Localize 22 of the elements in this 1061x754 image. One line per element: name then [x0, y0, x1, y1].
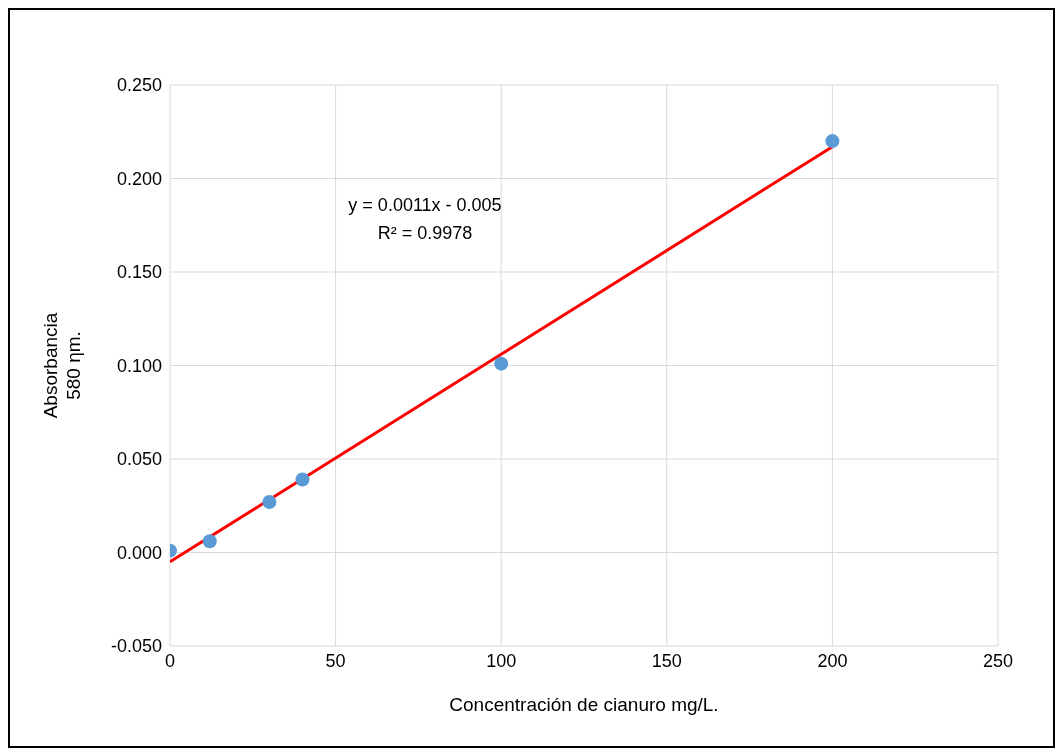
annotation: R² = 0.9978 [376, 223, 474, 244]
y-tick-label: -0.050 [110, 636, 162, 657]
y-tick-label: 0.050 [116, 449, 162, 470]
y-tick-label: 0.000 [116, 542, 162, 563]
x-tick-label: 250 [982, 650, 1014, 671]
y-axis-title: Absorbancia 580 ηm. [40, 312, 84, 419]
y-tick-label: 0.100 [116, 355, 162, 376]
x-tick-label: 50 [325, 650, 346, 671]
point [262, 495, 277, 510]
x-tick-label: 100 [486, 650, 517, 671]
point [494, 356, 509, 371]
point [202, 534, 217, 549]
x-axis-title: Concentración de cianuro mg/L. [449, 694, 719, 715]
x-tick-label: 200 [817, 650, 848, 671]
annotation: y = 0.0011x - 0.005 [347, 195, 503, 216]
y-tick-label: 0.150 [116, 262, 162, 283]
point [295, 472, 310, 487]
y-tick-label: 0.200 [116, 168, 162, 189]
x-tick-label: 0 [164, 650, 176, 671]
y-tick-label: 0.250 [116, 75, 162, 96]
point [825, 134, 840, 149]
x-tick-label: 150 [651, 650, 682, 671]
